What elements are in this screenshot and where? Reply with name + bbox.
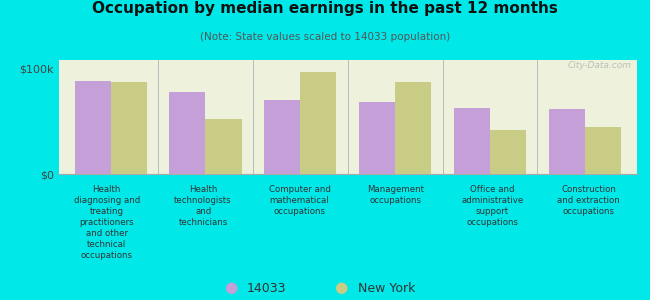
Text: Computer and
mathematical
occupations: Computer and mathematical occupations [268,184,330,216]
Text: Management
occupations: Management occupations [367,184,424,205]
Bar [454,107,490,174]
Bar [585,127,621,174]
Text: Construction
and extraction
occupations: Construction and extraction occupations [558,184,620,216]
Bar [395,82,431,174]
Bar [265,100,300,174]
Text: New York: New York [358,281,415,295]
Text: 14033: 14033 [247,281,287,295]
Bar [549,109,585,174]
Text: ●: ● [335,280,348,296]
Text: City-Data.com: City-Data.com [567,61,631,70]
Bar [359,102,395,174]
Bar [300,72,336,174]
Bar [490,130,526,174]
Bar [170,92,205,174]
Text: (Note: State values scaled to 14033 population): (Note: State values scaled to 14033 popu… [200,32,450,41]
Text: ●: ● [224,280,237,296]
Bar [205,119,242,174]
Text: Occupation by median earnings in the past 12 months: Occupation by median earnings in the pas… [92,2,558,16]
Text: Health
diagnosing and
treating
practitioners
and other
technical
occupations: Health diagnosing and treating practitio… [73,184,140,260]
Bar [111,82,147,174]
Text: Health
technologists
and
technicians: Health technologists and technicians [174,184,232,227]
Text: Office and
administrative
support
occupations: Office and administrative support occupa… [462,184,523,227]
Bar [75,81,110,174]
